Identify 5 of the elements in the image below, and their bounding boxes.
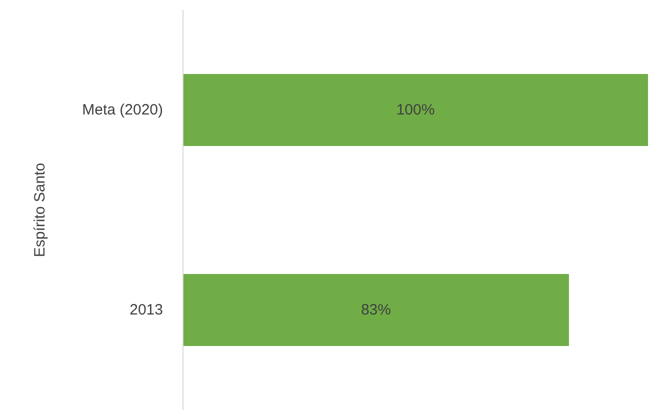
y-tick-label: 2013	[130, 302, 163, 318]
y-axis-title: Espírito Santo	[32, 162, 48, 258]
y-tick-label: Meta (2020)	[82, 102, 164, 118]
data-label: 100%	[396, 102, 435, 118]
data-label: 83%	[360, 302, 391, 318]
